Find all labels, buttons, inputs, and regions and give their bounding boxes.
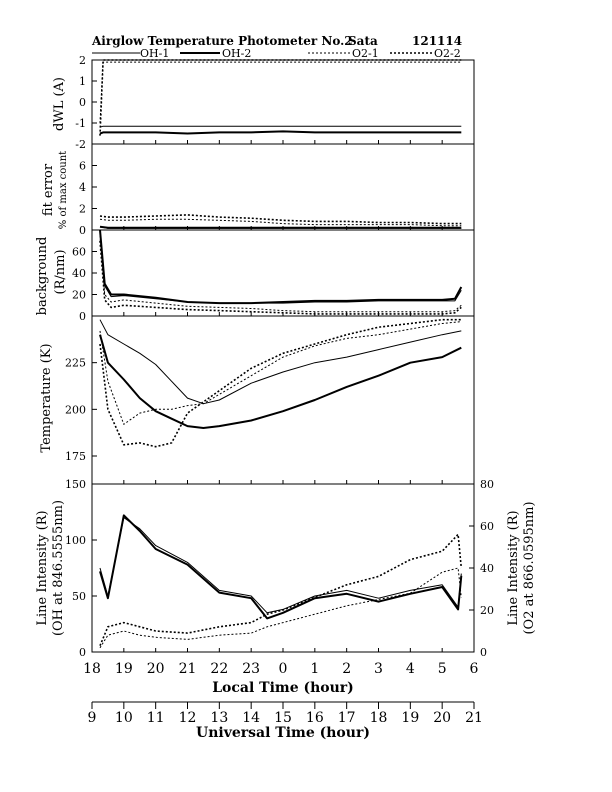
ylabel-dwl: dWL (A) [52, 77, 67, 131]
ytick-label: 225 [65, 357, 86, 370]
ytick-label: -1 [75, 117, 86, 130]
series-line-oh-2-panel-temperature [99, 334, 462, 429]
plot-marks: 210-1-2642060402002252001751501005008060… [65, 54, 494, 726]
date-code: 121114 [412, 34, 462, 48]
xtick-label-local: 21 [179, 661, 197, 677]
series-line-o2-1-panel-fit_error [99, 218, 462, 227]
series-line-oh-2-panel-background [99, 229, 463, 305]
ytick-label: -2 [75, 138, 86, 151]
series-line-oh-2-panel-fit_error [99, 225, 462, 229]
ytick-right-label: 20 [480, 604, 494, 617]
series-line-oh-1-panel-dwl [99, 125, 462, 128]
panel-intensity-frame [91, 483, 475, 653]
xlabel-universal-time: Universal Time (hour) [196, 725, 370, 741]
series-line-oh-1-panel-line_intensity [99, 517, 462, 614]
ylabel-intensity-right: Line Intensity (R) [506, 510, 521, 625]
xtick-label-universal: 18 [370, 710, 388, 726]
legend-label-oh2: OH-2 [222, 47, 251, 60]
xtick-label-local: 0 [279, 661, 288, 677]
ytick-label: 40 [72, 267, 86, 280]
series-line-o2-1-panel-line_intensity [99, 567, 462, 649]
ytick-label: 2 [79, 203, 86, 216]
xlabel-local-time: Local Time (hour) [212, 680, 354, 696]
ytick-label: 20 [72, 289, 86, 302]
ytick-label: 0 [79, 96, 86, 109]
series-line-oh-1-panel-temperature [99, 319, 462, 405]
xtick-label-universal: 19 [401, 710, 419, 726]
xtick-label-local: 18 [83, 661, 101, 677]
panel-frames [91, 59, 475, 653]
ytick-label: 60 [72, 246, 86, 259]
site-label: Sata [348, 34, 378, 48]
xtick-label-local: 6 [470, 661, 479, 677]
xtick-label-universal: 15 [274, 710, 292, 726]
xtick-label-local: 22 [210, 661, 228, 677]
legend: OH-1 OH-2 O2-1 O2-2 [92, 47, 461, 60]
chart-title: Airglow Temperature Photometer No.2 [91, 34, 353, 48]
xtick-label-universal: 12 [179, 710, 197, 726]
ytick-label: 6 [79, 160, 86, 173]
ytick-label: 200 [65, 403, 86, 416]
ylabel-intensity-right-sub: (O2 at 866.0595nm) [522, 501, 537, 634]
series-line-oh-1-panel-background [99, 229, 462, 304]
series-line-o2-2-panel-line_intensity [99, 533, 463, 647]
ytick-label: 50 [72, 590, 86, 603]
xtick-label-universal: 11 [147, 710, 165, 726]
panel-fit-error-frame [91, 143, 475, 231]
ytick-label: 2 [79, 54, 86, 67]
ylabel-temperature: Temperature (K) [39, 343, 54, 452]
ylabel-intensity-left-sub: (OH at 846.5555nm) [51, 500, 66, 636]
legend-label-o22: O2-2 [434, 47, 461, 60]
legend-label-o21: O2-1 [352, 47, 379, 60]
series-line-o2-2-panel-temperature [99, 318, 462, 448]
xtick-label-universal: 14 [242, 710, 260, 726]
xtick-label-universal: 13 [210, 710, 228, 726]
xtick-label-local: 5 [438, 661, 447, 677]
series-line-o2-1-panel-dwl [99, 61, 462, 124]
ytick-label: 1 [79, 75, 86, 88]
series-line-o2-1-panel-temperature [99, 321, 462, 425]
ylabel-background: background [35, 237, 50, 316]
ylabel-background-sub: (R/nm) [53, 249, 68, 294]
xtick-label-universal: 10 [115, 710, 133, 726]
xtick-label-local: 20 [147, 661, 165, 677]
xtick-label-local: 2 [342, 661, 351, 677]
ytick-right-label: 0 [480, 646, 487, 659]
ytick-label: 150 [65, 478, 86, 491]
ytick-label: 100 [65, 534, 86, 547]
ytick-label: 0 [79, 224, 86, 237]
series-line-oh-2-panel-dwl [99, 130, 462, 135]
series-line-o2-2-panel-dwl [99, 59, 462, 136]
xtick-label-local: 19 [115, 661, 133, 677]
ytick-label: 175 [65, 450, 86, 463]
ytick-right-label: 80 [480, 478, 494, 491]
xtick-label-local: 23 [242, 661, 260, 677]
ylabel-fit-error: fit error [41, 163, 56, 216]
series-line-oh-2-panel-line_intensity [99, 514, 463, 620]
ytick-label: 0 [79, 646, 86, 659]
ytick-right-label: 60 [480, 520, 494, 533]
xtick-label-local: 3 [374, 661, 383, 677]
ytick-label: 4 [79, 181, 86, 194]
ytick-right-label: 40 [480, 562, 494, 575]
series-line-o2-2-panel-fit_error [99, 214, 462, 225]
ytick-label: 0 [79, 310, 86, 323]
xtick-label-universal: 9 [88, 710, 97, 726]
xtick-label-universal: 20 [433, 710, 451, 726]
xtick-label-universal: 17 [338, 710, 356, 726]
panel-temperature-frame [91, 315, 475, 485]
series-line-o2-2-panel-background [99, 240, 462, 315]
legend-label-oh1: OH-1 [140, 47, 169, 60]
series-line-o2-1-panel-background [99, 235, 462, 313]
ylabel-intensity-left: Line Intensity (R) [35, 510, 50, 625]
xtick-label-universal: 16 [306, 710, 324, 726]
ylabel-fit-error-sub: % of max count [58, 151, 69, 229]
xtick-label-universal: 21 [465, 710, 483, 726]
xtick-label-local: 4 [406, 661, 415, 677]
xtick-label-local: 1 [310, 661, 319, 677]
